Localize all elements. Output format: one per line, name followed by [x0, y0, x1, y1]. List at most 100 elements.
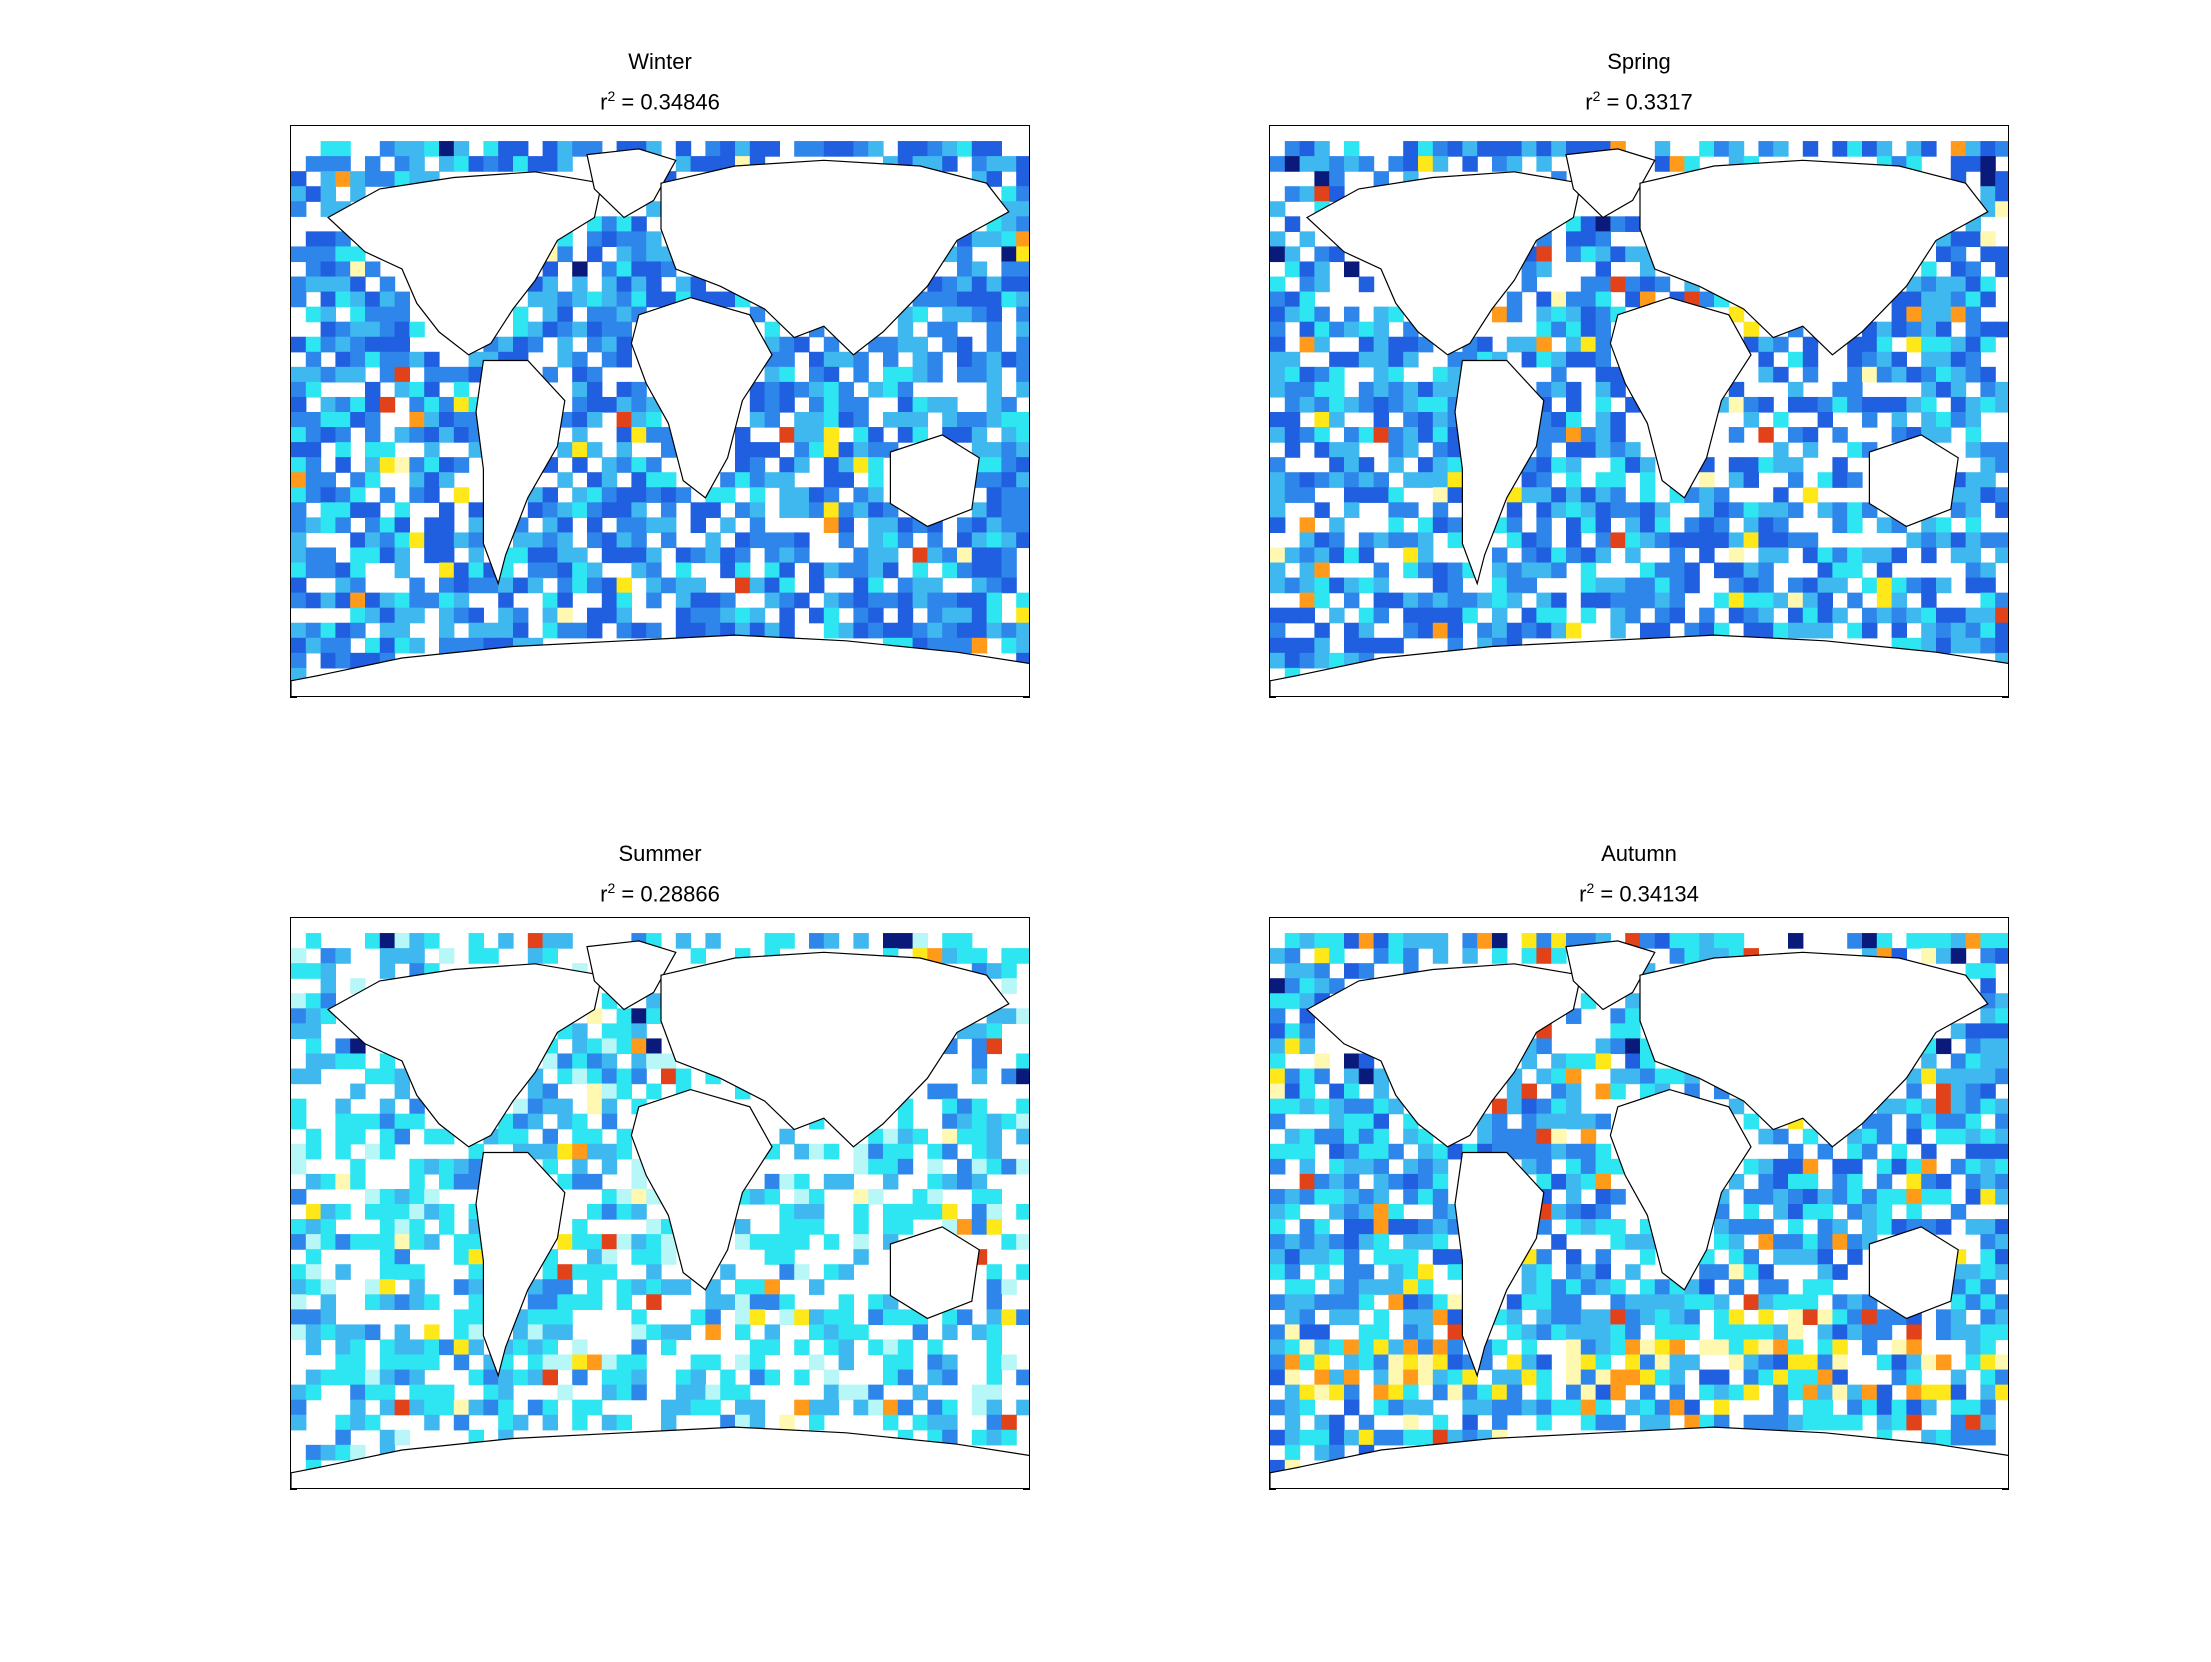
- grid-cell: [587, 1294, 603, 1310]
- grid-cell: [1758, 1369, 1774, 1386]
- continent-outline: [1305, 171, 1582, 356]
- grid-cell: [971, 156, 988, 172]
- grid-cell: [794, 1369, 810, 1386]
- grid-cell: [587, 562, 603, 579]
- grid-cell: [1625, 993, 1641, 1009]
- grid-cell: [1980, 963, 1996, 979]
- grid-cell: [749, 517, 766, 534]
- grid-cell: [1921, 637, 1937, 654]
- grid-cell: [379, 1053, 396, 1070]
- grid-cell: [527, 1354, 544, 1371]
- grid-cell: [631, 276, 647, 293]
- grid-cell: [1654, 1279, 1671, 1295]
- grid-cell: [1950, 336, 1967, 353]
- grid-cell: [631, 427, 647, 443]
- grid-cell: [542, 933, 558, 949]
- grid-cell: [1758, 1188, 1774, 1205]
- grid-cell: [572, 622, 588, 639]
- grid-cell: [1832, 1324, 1848, 1341]
- grid-cell: [1788, 1354, 1804, 1371]
- grid-cell: [587, 442, 603, 458]
- grid-cell: [779, 1173, 795, 1190]
- grid-cell: [942, 592, 958, 609]
- grid-cell: [957, 1173, 973, 1190]
- grid-cell: [735, 502, 751, 518]
- grid-cell: [1595, 1249, 1611, 1265]
- grid-cell: [1388, 1339, 1404, 1356]
- grid-cell: [616, 1128, 632, 1145]
- grid-cell: [1802, 1309, 1819, 1326]
- grid-cell: [1980, 1188, 1996, 1205]
- grid-cell: [1418, 472, 1434, 488]
- grid-cell: [1403, 1399, 1419, 1416]
- grid-cell: [1802, 592, 1819, 609]
- grid-cell: [1625, 457, 1641, 473]
- grid-cell: [498, 336, 514, 353]
- grid-cell: [320, 1309, 336, 1326]
- grid-cell: [1936, 577, 1952, 594]
- grid-cell: [1462, 156, 1478, 172]
- grid-cell: [1595, 1309, 1611, 1326]
- grid-cell: [1299, 396, 1315, 413]
- grid-cell: [1817, 1339, 1833, 1356]
- grid-cell: [1950, 1204, 1967, 1220]
- grid-cell: [927, 1173, 943, 1190]
- grid-cell: [1299, 978, 1315, 994]
- grid-cell: [320, 472, 336, 488]
- grid-cell: [883, 1143, 899, 1160]
- grid-cell: [350, 336, 366, 353]
- grid-cell: [542, 562, 558, 579]
- grid-cell: [439, 1339, 455, 1356]
- grid-cell: [838, 622, 854, 639]
- grid-cell: [1284, 1429, 1301, 1446]
- grid-cell: [1699, 517, 1715, 534]
- grid-cell: [1358, 472, 1375, 488]
- grid-cell: [957, 532, 973, 549]
- grid-cell: [320, 321, 336, 338]
- grid-cell: [1876, 547, 1893, 564]
- grid-cell: [942, 396, 958, 413]
- grid-cell: [513, 577, 529, 594]
- grid-cell: [439, 472, 455, 488]
- grid-cell: [794, 532, 810, 549]
- grid-cell: [853, 1219, 869, 1235]
- grid-cell: [646, 1053, 662, 1070]
- grid-cell: [1492, 1339, 1508, 1356]
- grid-cell: [809, 442, 825, 458]
- grid-cell: [838, 562, 854, 579]
- grid-cell: [1314, 261, 1330, 278]
- grid-cell: [379, 336, 396, 353]
- grid-cell: [764, 381, 780, 398]
- grid-cell: [1001, 427, 1017, 443]
- grid-cell: [1906, 291, 1922, 308]
- grid-cell: [779, 396, 795, 413]
- grid-cell: [1876, 321, 1893, 338]
- grid-cell: [1654, 276, 1671, 293]
- grid-cell: [468, 1249, 484, 1265]
- grid-cell: [1965, 336, 1981, 353]
- grid-cell: [631, 261, 647, 278]
- grid-cell: [1906, 532, 1922, 549]
- grid-cell: [1506, 1128, 1523, 1145]
- grid-cell: [394, 1399, 410, 1416]
- grid-cell: [483, 577, 499, 594]
- grid-cell: [1640, 502, 1656, 518]
- grid-cell: [927, 607, 943, 624]
- grid-cell: [1950, 1068, 1967, 1085]
- grid-cell: [1270, 607, 1286, 624]
- grid-cell: [1536, 1098, 1552, 1115]
- grid-cell: [1595, 487, 1611, 503]
- grid-cell: [1610, 1023, 1626, 1040]
- grid-cell: [897, 1399, 914, 1416]
- grid-cell: [1950, 622, 1967, 639]
- grid-cell: [1418, 547, 1434, 564]
- grid-cell: [1418, 1429, 1434, 1446]
- grid-cell: [705, 1324, 721, 1341]
- grid-cell: [823, 1173, 840, 1190]
- grid-cell: [1016, 622, 1029, 639]
- grid-cell: [1950, 396, 1967, 413]
- grid-cell: [1016, 246, 1029, 263]
- grid-cell: [735, 622, 751, 639]
- grid-cell: [379, 141, 396, 157]
- grid-cell: [1802, 1173, 1819, 1190]
